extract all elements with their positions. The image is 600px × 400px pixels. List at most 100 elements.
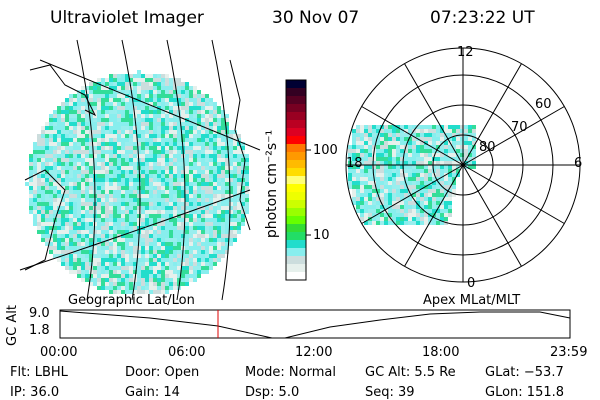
pixel — [129, 78, 133, 82]
pixel — [221, 238, 225, 242]
pixel — [113, 154, 117, 158]
pixel — [189, 226, 193, 230]
pixel — [73, 166, 77, 170]
pixel — [101, 218, 105, 222]
pixel — [37, 166, 41, 170]
pixel — [193, 246, 197, 250]
pixel — [213, 262, 217, 266]
pixel — [161, 142, 165, 146]
pixel — [185, 154, 189, 158]
pixel — [153, 258, 157, 262]
pixel — [384, 133, 388, 137]
pixel — [133, 102, 137, 106]
pixel — [73, 98, 77, 102]
pixel — [161, 218, 165, 222]
pixel — [177, 134, 181, 138]
pixel — [165, 106, 169, 110]
pixel — [201, 214, 205, 218]
pixel — [161, 222, 165, 226]
pixel — [129, 270, 133, 274]
pixel — [89, 258, 93, 262]
pixel — [133, 162, 137, 166]
pixel — [129, 126, 133, 130]
pixel — [141, 98, 145, 102]
pixel — [181, 138, 185, 142]
pixel — [360, 161, 364, 165]
pixel — [109, 174, 113, 178]
pixel — [380, 197, 384, 201]
pixel — [424, 189, 428, 193]
pixel — [157, 126, 161, 130]
pixel — [49, 178, 53, 182]
pixel — [229, 174, 233, 178]
pixel — [169, 278, 173, 282]
pixel — [205, 198, 209, 202]
pixel — [388, 173, 392, 177]
pixel — [153, 166, 157, 170]
pixel — [117, 166, 121, 170]
pixel — [93, 266, 97, 270]
pixel — [81, 194, 85, 198]
pixel — [416, 141, 420, 145]
pixel — [77, 198, 81, 202]
pixel — [177, 254, 181, 258]
pixel — [241, 166, 245, 170]
pixel — [77, 194, 81, 198]
pixel — [217, 138, 221, 142]
pixel — [189, 274, 193, 278]
pixel — [81, 218, 85, 222]
pixel — [364, 177, 368, 181]
pixel — [53, 134, 57, 138]
pixel — [217, 142, 221, 146]
pixel — [408, 185, 412, 189]
pixel — [49, 130, 53, 134]
pixel — [37, 158, 41, 162]
pixel — [53, 246, 57, 250]
pixel — [189, 250, 193, 254]
pixel — [129, 174, 133, 178]
pixel — [117, 122, 121, 126]
pixel — [201, 162, 205, 166]
pixel — [77, 178, 81, 182]
pixel — [89, 214, 93, 218]
pixel — [376, 145, 380, 149]
pixel — [424, 169, 428, 173]
pixel — [217, 170, 221, 174]
pixel — [376, 217, 380, 221]
pixel — [113, 214, 117, 218]
pixel — [201, 110, 205, 114]
pixel — [189, 242, 193, 246]
pixel — [101, 270, 105, 274]
pixel — [77, 218, 81, 222]
pixel — [145, 90, 149, 94]
pixel — [185, 106, 189, 110]
pixel — [233, 182, 237, 186]
pixel — [245, 210, 249, 214]
pixel — [141, 262, 145, 266]
pixel — [472, 129, 476, 133]
pixel — [65, 242, 69, 246]
pixel — [125, 190, 129, 194]
pixel — [109, 218, 113, 222]
pixel — [221, 254, 225, 258]
pixel — [133, 290, 137, 294]
pixel — [101, 274, 105, 278]
pixel — [145, 162, 149, 166]
pixel — [388, 189, 392, 193]
pixel — [81, 110, 85, 114]
pixel — [109, 138, 113, 142]
pixel — [233, 170, 237, 174]
pixel — [85, 230, 89, 234]
pixel — [360, 197, 364, 201]
pixel — [117, 282, 121, 286]
pixel — [209, 250, 213, 254]
pixel — [45, 130, 49, 134]
pixel — [113, 258, 117, 262]
pixel — [205, 174, 209, 178]
pixel — [444, 157, 448, 161]
pixel — [45, 242, 49, 246]
pixel — [85, 202, 89, 206]
pixel — [101, 118, 105, 122]
pixel — [69, 166, 73, 170]
colorbar-band — [286, 176, 306, 185]
